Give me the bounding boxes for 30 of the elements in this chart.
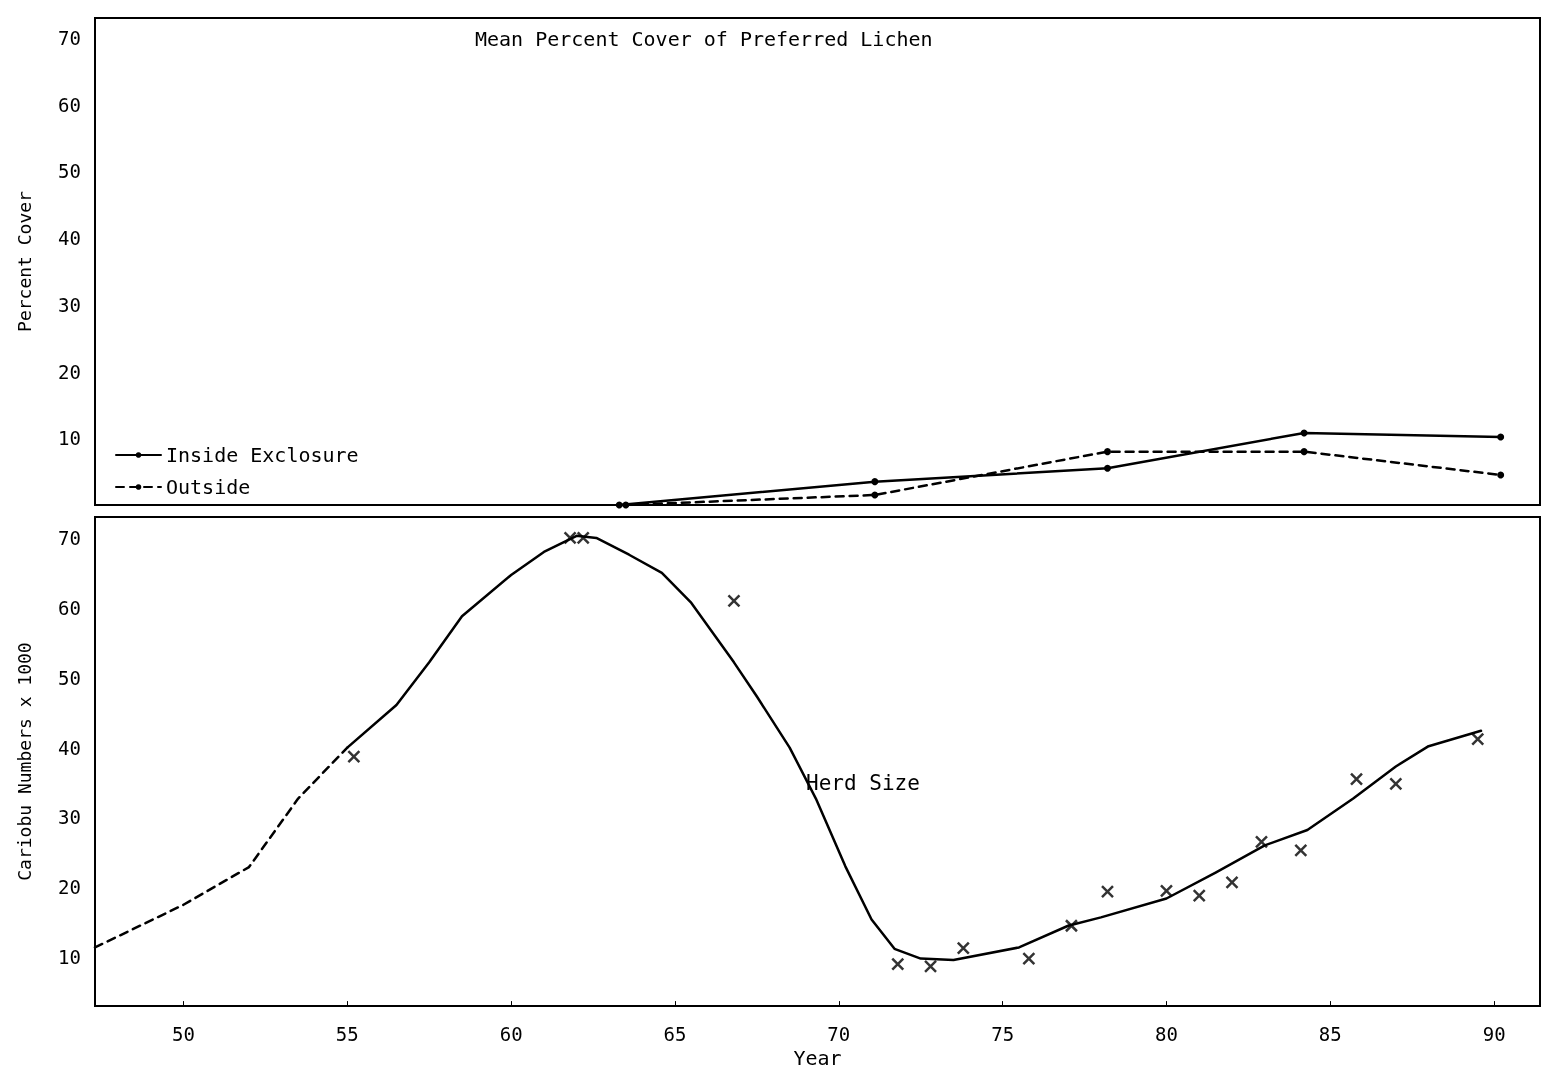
y-tick-label: 20 xyxy=(58,360,81,383)
y-tick-label: 20 xyxy=(58,876,81,899)
y-axis-title: Percent Cover xyxy=(13,190,35,332)
y-tick-label: 50 xyxy=(58,160,81,183)
x-tick-label: 55 xyxy=(335,1022,359,1045)
x-tick-label: 85 xyxy=(1318,1022,1342,1045)
x-tick-label: 80 xyxy=(1155,1022,1178,1045)
x-tick-label: 60 xyxy=(499,1022,523,1045)
y-axis-title: Cariobu Numbers x 1000 xyxy=(13,642,35,881)
y-tick-label: 10 xyxy=(58,946,81,969)
y-tick-label: 40 xyxy=(58,736,81,759)
text: Mean Percent Cover of Preferred Lichen xyxy=(475,27,933,51)
x-tick-label: 75 xyxy=(991,1022,1015,1045)
x-axis-title: Year xyxy=(793,1046,842,1070)
annotation: Herd Size xyxy=(806,770,920,795)
x-tick-label: 65 xyxy=(663,1022,687,1045)
x-tick-label: 70 xyxy=(827,1022,851,1045)
x-tick-label: 90 xyxy=(1482,1022,1506,1045)
y-tick-label: 30 xyxy=(58,293,81,316)
y-tick-label: 60 xyxy=(58,93,81,116)
y-tick-label: 60 xyxy=(58,596,81,619)
y-tick-label: 10 xyxy=(58,427,81,450)
y-tick-label: 30 xyxy=(58,806,81,829)
y-tick-label: 70 xyxy=(58,27,81,50)
y-tick-label: 50 xyxy=(58,666,81,689)
y-tick-label: 70 xyxy=(58,526,81,549)
y-tick-label: 40 xyxy=(58,227,81,250)
x-tick-label: 50 xyxy=(172,1022,195,1045)
legend-label: Outside xyxy=(166,475,251,499)
legend-label: Inside Exclosure xyxy=(166,443,359,467)
